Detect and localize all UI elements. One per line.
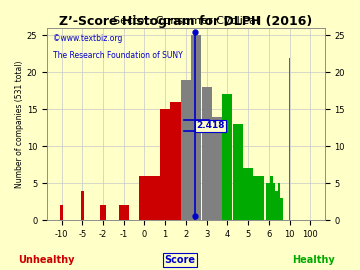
Bar	[289, 58, 290, 220]
Bar	[233, 124, 243, 220]
Bar	[273, 183, 275, 220]
Bar	[212, 117, 222, 220]
Bar	[243, 168, 253, 220]
Bar	[81, 191, 84, 220]
Bar	[253, 176, 264, 220]
Bar	[191, 35, 201, 220]
Bar	[119, 205, 129, 220]
Bar	[170, 102, 181, 220]
Y-axis label: Number of companies (531 total): Number of companies (531 total)	[15, 60, 24, 188]
Bar	[139, 176, 149, 220]
Text: ©www.textbiz.org: ©www.textbiz.org	[53, 34, 122, 43]
Text: Score: Score	[165, 255, 195, 265]
Bar	[202, 87, 212, 220]
Bar	[275, 191, 278, 220]
Bar	[60, 205, 63, 220]
Bar	[270, 176, 273, 220]
Bar	[278, 183, 280, 220]
Text: 2.418: 2.418	[196, 122, 225, 130]
Bar	[266, 183, 272, 220]
Bar	[280, 198, 283, 220]
Text: Unhealthy: Unhealthy	[19, 255, 75, 265]
Text: Healthy: Healthy	[292, 255, 334, 265]
Bar	[181, 80, 191, 220]
Title: Z’-Score Histogram for DLPH (2016): Z’-Score Histogram for DLPH (2016)	[59, 15, 312, 28]
Bar	[100, 205, 106, 220]
Bar	[222, 94, 233, 220]
Text: Sector: Consumer Cyclical: Sector: Consumer Cyclical	[113, 16, 259, 26]
Bar	[160, 109, 170, 220]
Bar	[150, 176, 160, 220]
Text: The Research Foundation of SUNY: The Research Foundation of SUNY	[53, 51, 182, 60]
